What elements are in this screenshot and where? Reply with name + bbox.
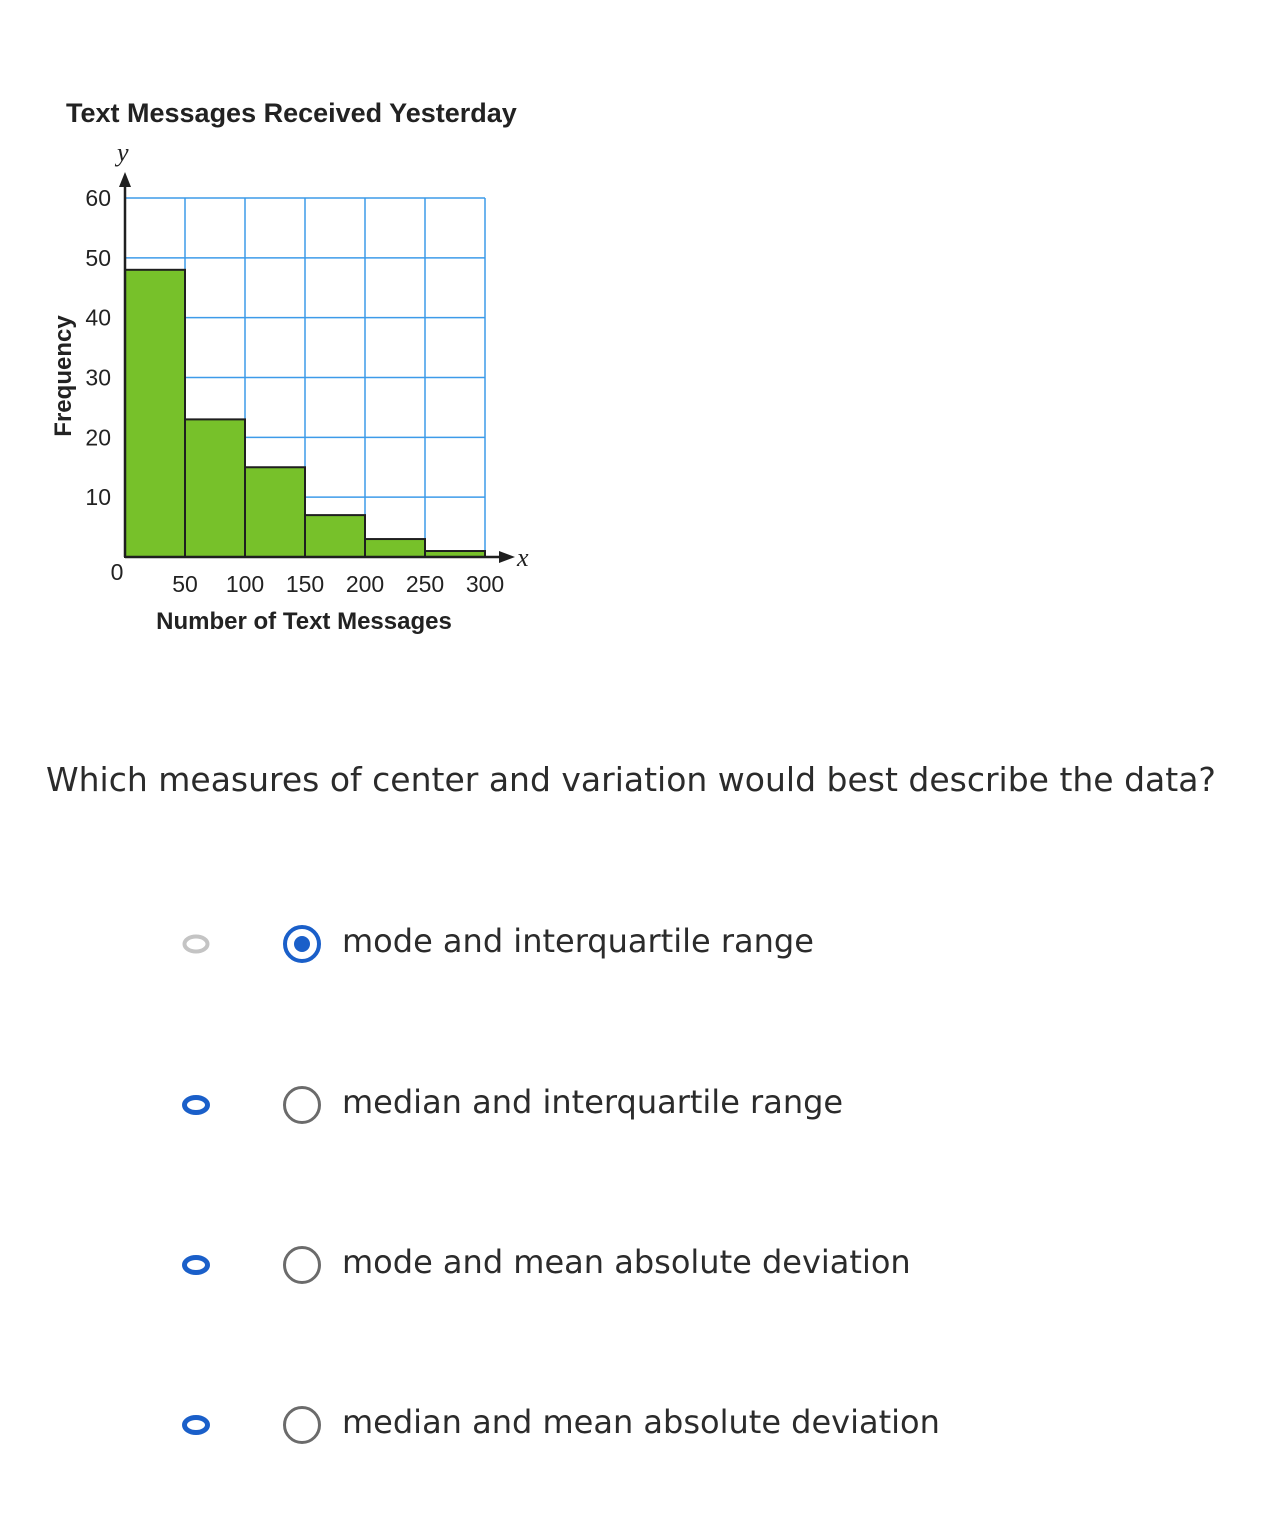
option-label: median and interquartile range <box>342 1083 844 1121</box>
histogram-bar <box>304 514 366 558</box>
radio-button[interactable] <box>283 925 321 963</box>
origin-label: 0 <box>111 559 124 585</box>
histogram-bar <box>184 418 246 558</box>
x-tick-label: 200 <box>346 571 384 597</box>
histogram-bar <box>364 538 426 558</box>
answer-option-median-mad[interactable]: median and mean absolute deviation <box>160 1395 1160 1455</box>
x-tick-label: 250 <box>406 571 444 597</box>
eye-icon[interactable] <box>182 1255 210 1275</box>
x-axis-letter: x <box>516 543 529 572</box>
x-tick-label: 50 <box>172 571 198 597</box>
chart-title: Text Messages Received Yesterday <box>66 98 517 128</box>
y-tick-label: 10 <box>85 484 111 510</box>
y-tick-label: 20 <box>85 424 111 450</box>
option-label: median and mean absolute deviation <box>342 1403 940 1441</box>
x-tick-label: 100 <box>226 571 264 597</box>
y-tick-label: 40 <box>85 305 111 331</box>
option-label: mode and interquartile range <box>342 922 814 960</box>
answer-option-mode-iqr[interactable]: mode and interquartile range <box>160 914 1160 974</box>
answer-option-median-iqr[interactable]: median and interquartile range <box>160 1075 1160 1135</box>
chart-plot-area: 50 100 150 200 250 300 10 20 30 40 50 60 <box>85 172 515 597</box>
x-tick-label: 300 <box>466 571 504 597</box>
histogram-bar <box>124 268 186 558</box>
x-axis-title: Number of Text Messages <box>156 608 452 635</box>
radio-button[interactable] <box>283 1086 321 1124</box>
eye-icon[interactable] <box>182 1415 210 1435</box>
answer-option-mode-mad[interactable]: mode and mean absolute deviation <box>160 1235 1160 1295</box>
option-label: mode and mean absolute deviation <box>342 1243 911 1281</box>
histogram-bar <box>244 466 306 558</box>
x-axis-arrow <box>499 551 515 563</box>
y-tick-label: 50 <box>85 245 111 271</box>
eye-icon[interactable] <box>182 1095 210 1115</box>
y-tick-label: 60 <box>85 185 111 211</box>
y-axis-title: Frequency <box>50 315 77 437</box>
y-tick-label: 30 <box>85 365 111 391</box>
y-axis-arrow <box>119 172 131 187</box>
histogram-chart: Text Messages Received Yesterday Number … <box>50 98 529 635</box>
x-tick-label: 150 <box>286 571 324 597</box>
question-text: Which measures of center and variation w… <box>46 760 1216 799</box>
radio-button[interactable] <box>283 1406 321 1444</box>
eye-icon[interactable] <box>182 934 210 954</box>
radio-button[interactable] <box>283 1246 321 1284</box>
y-axis-letter: y <box>114 138 129 167</box>
